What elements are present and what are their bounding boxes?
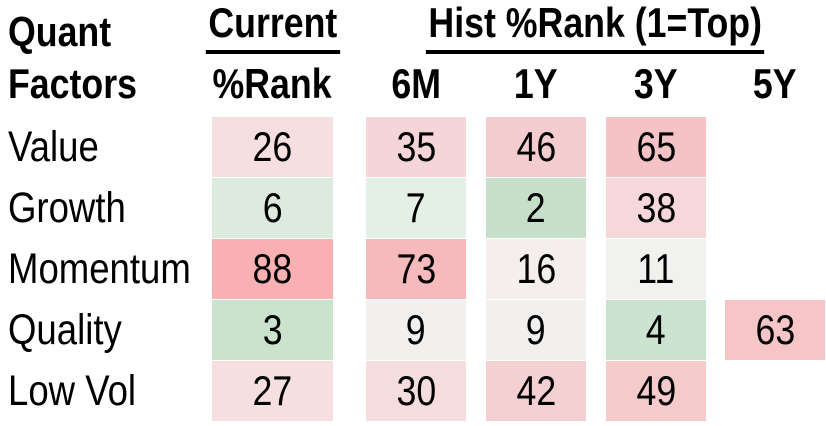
- heatmap-cell: 2: [486, 178, 586, 238]
- row-label-text: Quality: [8, 306, 122, 354]
- group-header-current: Current: [205, 0, 340, 56]
- cell-value: 49: [636, 367, 676, 414]
- table-title-line1: Quant: [0, 0, 212, 56]
- heatmap-cell: 49: [606, 361, 706, 421]
- cell-value: 9: [406, 306, 426, 353]
- cell-value: 30: [396, 367, 436, 414]
- cell-value: 11: [637, 245, 675, 292]
- heatmap-cell-empty: [725, 117, 825, 177]
- cell-value: 2: [526, 184, 546, 231]
- cell-value: 35: [396, 123, 436, 170]
- column-header-5y: 5Y: [725, 56, 825, 112]
- column-header-label: 5Y: [753, 60, 797, 107]
- cell-value: 42: [516, 367, 556, 414]
- heatmap-cell: 73: [366, 239, 466, 299]
- cell-value: 9: [526, 306, 546, 353]
- heatmap-cell: 7: [366, 178, 466, 238]
- heatmap-cell: 3: [212, 300, 333, 360]
- column-header-label: %Rank: [212, 60, 333, 107]
- cell-value: 16: [516, 245, 556, 292]
- cell-value: 88: [252, 245, 293, 292]
- heatmap-cell: 42: [486, 361, 586, 421]
- heatmap-cell: 63: [725, 300, 825, 360]
- heatmap-cell: 9: [366, 300, 466, 360]
- column-header-3y: 3Y: [606, 56, 706, 112]
- row-label-text: Value: [8, 123, 99, 171]
- heatmap-cell: 11: [606, 239, 706, 299]
- heatmap-cell-empty: [725, 178, 825, 238]
- cell-value: 38: [636, 184, 676, 231]
- group-header-hist: Hist %Rank (1=Top): [366, 0, 825, 56]
- heatmap-cell: 16: [486, 239, 586, 299]
- heatmap-cell: 9: [486, 300, 586, 360]
- cell-value: 65: [636, 123, 676, 170]
- row-label-growth: Growth: [0, 178, 212, 239]
- table-title-line2: Factors: [0, 56, 212, 112]
- cell-value: 27: [252, 367, 293, 414]
- row-label-momentum: Momentum: [0, 239, 212, 300]
- heatmap-cell: 6: [212, 178, 333, 238]
- table-title-text: Factors: [8, 60, 137, 107]
- row-label-text: Low Vol: [8, 367, 137, 415]
- cell-value: 26: [252, 123, 293, 170]
- heatmap-cell: 65: [606, 117, 706, 177]
- column-header-6m: 6M: [366, 56, 466, 112]
- column-header-current-rank: %Rank: [212, 56, 333, 112]
- row-label-text: Growth: [8, 184, 126, 232]
- cell-value: 3: [262, 306, 283, 353]
- heatmap-cell: 38: [606, 178, 706, 238]
- cell-value: 7: [406, 184, 426, 231]
- heatmap-cell: 88: [212, 239, 333, 299]
- heatmap-cell: 30: [366, 361, 466, 421]
- cell-value: 63: [755, 306, 795, 353]
- row-label-value: Value: [0, 117, 212, 178]
- row-label-quality: Quality: [0, 300, 212, 361]
- heatmap-cell: 4: [606, 300, 706, 360]
- heatmap-cell: 35: [366, 117, 466, 177]
- heatmap-cell: 46: [486, 117, 586, 177]
- column-header-label: 1Y: [514, 60, 558, 107]
- group-header-current-label: Current: [205, 0, 340, 54]
- row-label-low-vol: Low Vol: [0, 361, 212, 422]
- cell-value: 4: [646, 306, 666, 353]
- cell-value: 6: [262, 184, 283, 231]
- table-title-text: Quant: [8, 8, 112, 55]
- column-header-label: 6M: [391, 60, 441, 107]
- row-label-text: Momentum: [8, 245, 191, 293]
- cell-value: 73: [396, 245, 436, 292]
- group-header-hist-label: Hist %Rank (1=Top): [426, 0, 765, 54]
- column-header-1y: 1Y: [486, 56, 586, 112]
- cell-value: 46: [516, 123, 556, 170]
- heatmap-cell: 27: [212, 361, 333, 421]
- heatmap-cell-empty: [725, 361, 825, 421]
- column-header-label: 3Y: [634, 60, 678, 107]
- heatmap-cell-empty: [725, 239, 825, 299]
- heatmap-cell: 26: [212, 117, 333, 177]
